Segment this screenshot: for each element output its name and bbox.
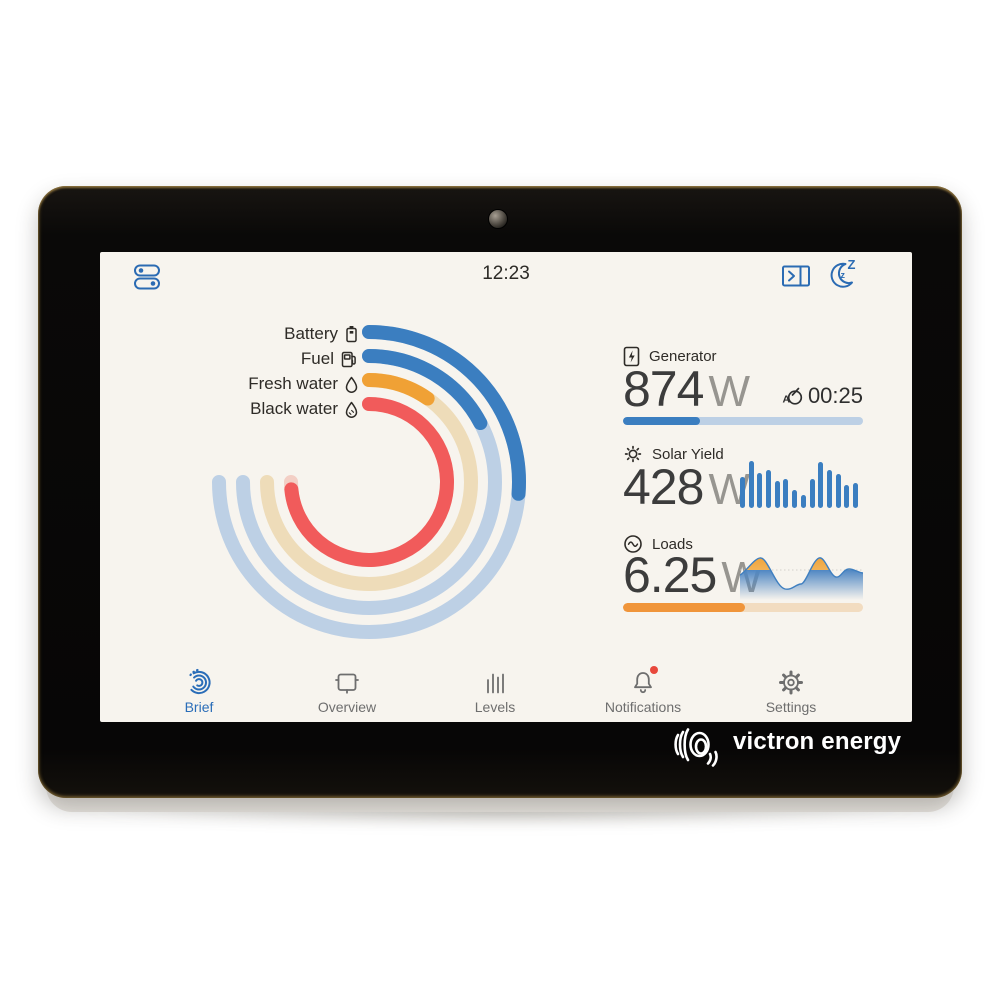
tab-notifications[interactable]: Notifications [569, 666, 717, 720]
generator-header: Generator [623, 346, 717, 367]
generator-runtime: A 00:25 [782, 383, 863, 408]
gauge-label-fresh-water: Fresh water [100, 372, 358, 396]
fuel-pump-icon [341, 351, 356, 368]
bell-icon [634, 672, 652, 694]
camera-lens [488, 209, 508, 229]
solar-bar [809, 478, 815, 508]
solar-bar [835, 474, 841, 508]
metrics-column: Generator 874 W A 00:25 [623, 252, 863, 722]
sun-icon [624, 445, 642, 463]
solar-bar [792, 490, 798, 508]
auto-run-icon: A [782, 387, 803, 406]
solar-value: 428 W [623, 459, 750, 515]
battery-icon [346, 326, 357, 343]
tab-levels[interactable]: Levels [421, 666, 569, 720]
dashboard-screen: 12:23 z Z Battery [100, 252, 912, 722]
victron-swirl-icon [674, 728, 718, 767]
generator-progress-bar [623, 417, 863, 425]
bottom-nav: Brief Overview [125, 666, 865, 720]
svg-text:z: z [841, 270, 846, 280]
tank-gauges [212, 325, 526, 639]
svg-text:Z: Z [848, 259, 856, 272]
brief-swirl-icon [187, 668, 211, 695]
loads-progress-bar [623, 603, 863, 612]
tab-brief[interactable]: Brief [125, 666, 273, 720]
gauge-label-fuel: Fuel [100, 347, 358, 371]
solar-bar [826, 470, 832, 508]
brand-name: victron energy [733, 728, 902, 755]
overview-icon [335, 673, 359, 694]
victron-logo: victron energy [671, 722, 901, 770]
toggles-icon[interactable] [133, 262, 161, 292]
solar-bar [766, 470, 772, 508]
generator-icon [623, 346, 640, 367]
solar-bar [852, 482, 858, 508]
clock: 12:23 [482, 263, 530, 284]
levels-icon [487, 673, 504, 694]
solar-bar [800, 495, 806, 508]
solar-bar [774, 480, 780, 508]
solar-bar-chart [740, 461, 858, 508]
black-water-drop-icon [345, 401, 358, 418]
solar-bar [844, 485, 850, 508]
solar-bar [757, 473, 763, 508]
tab-settings[interactable]: Settings [717, 666, 865, 720]
sleep-moon-icon[interactable]: z Z [828, 259, 858, 292]
solar-header: Solar Yield [623, 444, 724, 464]
water-drop-icon [345, 376, 358, 393]
tab-overview[interactable]: Overview [273, 666, 421, 720]
remote-console-icon[interactable] [781, 264, 811, 288]
solar-bar [740, 476, 745, 508]
loads-header: Loads [623, 534, 693, 554]
generator-value: 874 W [623, 361, 750, 417]
solar-bar [818, 462, 824, 508]
gauge-label-black-water: Black water [100, 397, 358, 421]
gear-icon [779, 670, 803, 695]
svg-text:A: A [782, 394, 790, 406]
solar-bar [783, 478, 789, 508]
notification-badge [650, 666, 658, 674]
loads-area-chart [740, 557, 863, 600]
gx-touch-device: 12:23 z Z Battery [38, 186, 962, 798]
solar-bar [748, 461, 754, 508]
gauge-label-battery: Battery [100, 322, 358, 346]
ac-loads-icon [624, 535, 642, 553]
